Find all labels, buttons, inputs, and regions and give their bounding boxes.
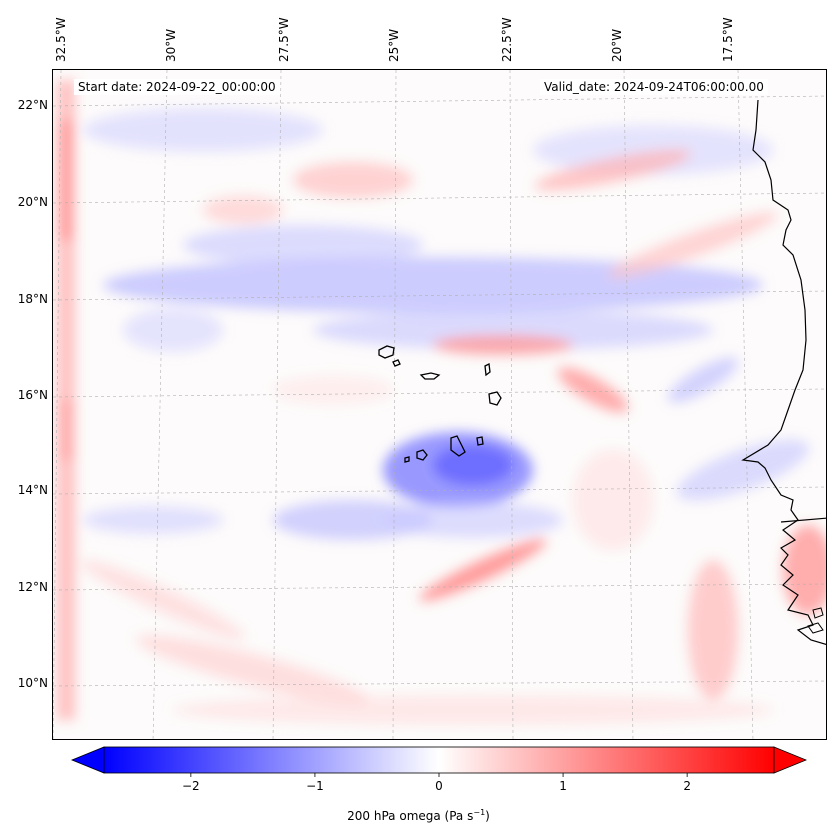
island-santo-antao: [378, 345, 395, 359]
lon-label: 25°W: [387, 28, 401, 62]
island-maio: [476, 436, 484, 446]
colorbar-body: [103, 746, 775, 774]
units-exponent: −1: [473, 808, 486, 817]
coastline-africa: [741, 99, 826, 646]
colorbar-tick-label: 0: [435, 779, 443, 793]
island-sao-nicolau: [419, 372, 441, 380]
map-panel: [52, 69, 827, 740]
omega-texture: [57, 80, 826, 725]
lon-label: 27.5°W: [277, 17, 291, 62]
valid-date-label: Valid_date: 2024-09-24T06:00:00.00: [540, 79, 768, 95]
lon-label: 32.5°W: [54, 17, 68, 62]
island-sao-vicente: [392, 359, 401, 367]
cape-verde-islands: [378, 345, 502, 463]
lat-label: 10°N: [17, 676, 48, 690]
lon-label: 20°W: [610, 28, 624, 62]
colorbar-extend-high: [773, 746, 808, 774]
island-brava: [404, 456, 410, 463]
lat-label: 14°N: [17, 483, 48, 497]
lon-label: 22.5°W: [500, 17, 514, 62]
colorbar: [70, 746, 808, 777]
colorbar-extend-low: [70, 746, 105, 774]
colorbar-tick-label: 1: [559, 779, 567, 793]
graticule: [53, 70, 826, 739]
units: Pa s: [449, 809, 474, 823]
island-fogo: [416, 449, 428, 461]
variable-name: 200 hPa omega: [347, 809, 441, 823]
lat-label: 20°N: [17, 195, 48, 209]
colorbar-tick-label: −1: [306, 779, 324, 793]
island-boa-vista: [488, 391, 502, 406]
coastline-gambia: [780, 517, 826, 523]
lat-label: 18°N: [17, 292, 48, 306]
island-sal: [484, 363, 491, 377]
lat-label: 22°N: [17, 98, 48, 112]
lon-label: 17.5°W: [721, 17, 735, 62]
island-santiago: [450, 435, 466, 457]
coastline-bissagos: [807, 607, 824, 634]
start-date-label: Start date: 2024-09-22_00:00:00: [74, 79, 280, 95]
lat-label: 16°N: [17, 388, 48, 402]
colorbar-tick-label: 2: [683, 779, 691, 793]
lat-label: 12°N: [17, 580, 48, 594]
lon-label: 30°W: [164, 28, 178, 62]
colorbar-label: 200 hPa omega (Pa s−1): [347, 808, 490, 823]
omega-field: [53, 70, 826, 739]
colorbar-tick-label: −2: [181, 779, 200, 793]
